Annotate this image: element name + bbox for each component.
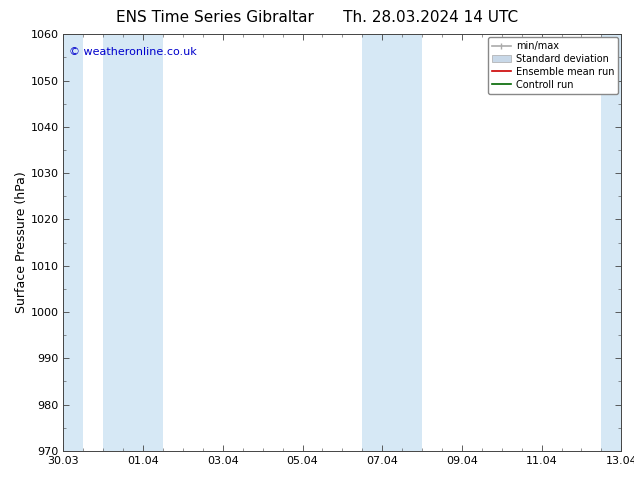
Text: © weatheronline.co.uk: © weatheronline.co.uk <box>69 47 197 57</box>
Bar <box>602 34 621 451</box>
Y-axis label: Surface Pressure (hPa): Surface Pressure (hPa) <box>15 172 28 314</box>
Legend: min/max, Standard deviation, Ensemble mean run, Controll run: min/max, Standard deviation, Ensemble me… <box>488 37 618 94</box>
Bar <box>362 34 422 451</box>
Bar <box>63 34 83 451</box>
Bar <box>103 34 163 451</box>
Text: ENS Time Series Gibraltar      Th. 28.03.2024 14 UTC: ENS Time Series Gibraltar Th. 28.03.2024… <box>116 10 518 25</box>
